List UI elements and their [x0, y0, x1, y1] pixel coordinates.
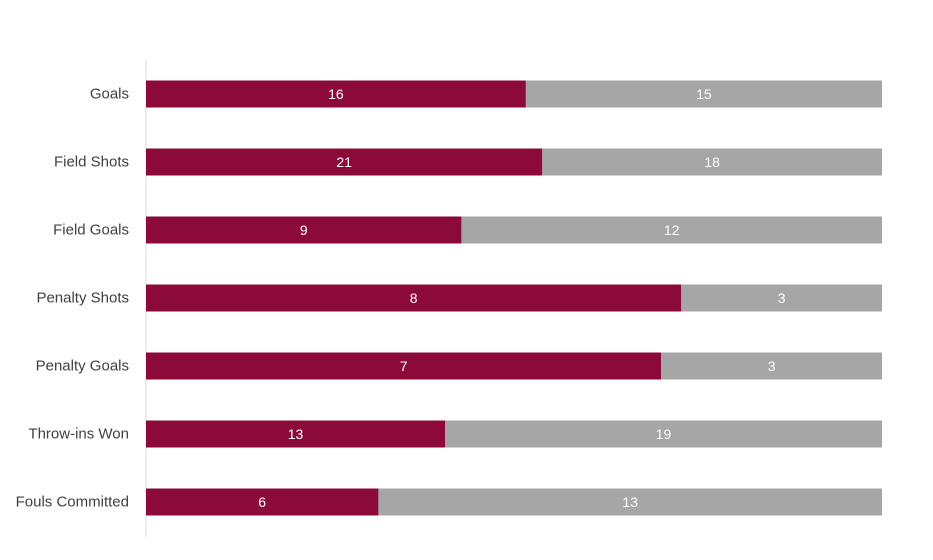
category-label-field-shots: Field Shots: [54, 154, 129, 171]
data-label-series-2-goals: 15: [696, 86, 712, 102]
data-label-series-1-penalty-shots: 8: [410, 290, 418, 306]
data-label-series-2-fouls-committed: 13: [622, 494, 638, 510]
category-label-penalty-shots: Penalty Shots: [36, 290, 129, 307]
bar-series-2-throw-ins-won: [445, 420, 882, 448]
category-label-throw-ins-won: Throw-ins Won: [28, 426, 129, 443]
data-label-series-1-field-shots: 21: [336, 154, 352, 170]
bar-series-2-field-shots: [542, 148, 882, 176]
data-label-series-1-field-goals: 9: [300, 222, 308, 238]
data-label-series-2-throw-ins-won: 19: [656, 426, 672, 442]
data-label-series-1-throw-ins-won: 13: [288, 426, 304, 442]
data-label-series-2-field-goals: 12: [664, 222, 680, 238]
bar-series-1-fouls-committed: [146, 488, 379, 516]
bar-series-2-field-goals: [461, 216, 882, 244]
data-label-series-2-penalty-goals: 3: [768, 358, 776, 374]
bar-series-1-goals: [146, 80, 526, 108]
category-label-goals: Goals: [90, 86, 129, 103]
bar-series-1-throw-ins-won: [146, 420, 445, 448]
data-label-series-1-goals: 16: [328, 86, 344, 102]
data-label-series-2-field-shots: 18: [704, 154, 720, 170]
category-label-field-goals: Field Goals: [53, 222, 129, 239]
data-label-series-1-fouls-committed: 6: [258, 494, 266, 510]
data-label-series-2-penalty-shots: 3: [778, 290, 786, 306]
bar-series-1-penalty-goals: [146, 352, 662, 380]
bar-series-2-penalty-shots: [681, 284, 882, 312]
category-label-penalty-goals: Penalty Goals: [36, 358, 129, 375]
bar-group: Goals 16 15 Field Shots 21 18 Field Goals 9 12 Pe…: [16, 80, 882, 516]
bar-series-2-penalty-goals: [661, 352, 882, 380]
bar-series-2-fouls-committed: [378, 488, 882, 516]
data-label-series-1-penalty-goals: 7: [400, 358, 408, 374]
bar-series-1-field-shots: [146, 148, 543, 176]
category-label-fouls-committed: Fouls Committed: [16, 494, 129, 511]
bar-series-1-field-goals: [146, 216, 462, 244]
bar-series-2-goals: [525, 80, 882, 108]
bar-series-1-penalty-shots: [146, 284, 682, 312]
